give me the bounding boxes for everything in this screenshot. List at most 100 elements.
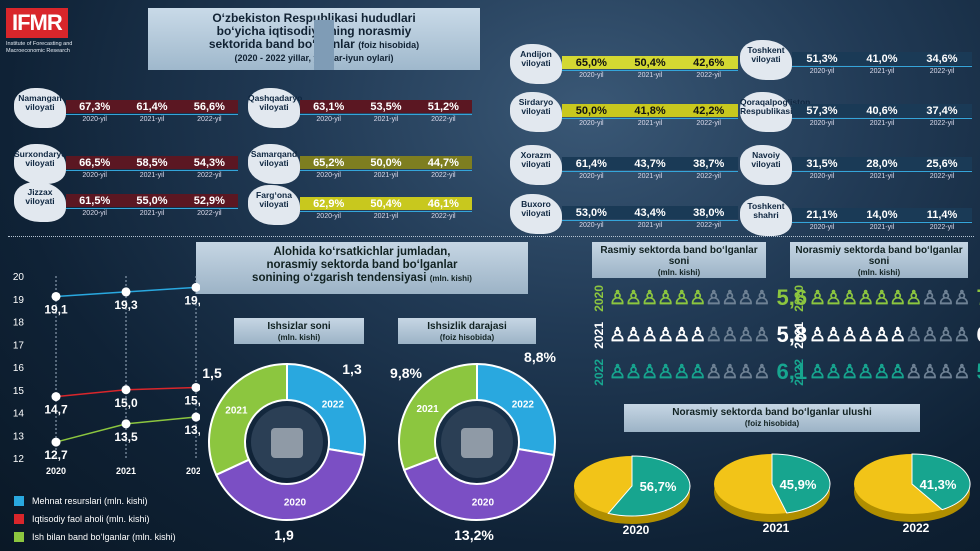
value-label: 5,6 (776, 285, 808, 311)
value-2021: 28,0% (866, 157, 898, 170)
region-name: Toshkent shahri (747, 201, 785, 220)
region-map-icon (740, 145, 792, 185)
person-icon: ♙ (705, 287, 722, 309)
year-label: 2022-yil (197, 172, 222, 179)
y-tick-label: 16 (13, 363, 25, 374)
region-name: Samarqand viloyati (250, 149, 298, 168)
pie-slice-informal (607, 455, 691, 517)
region-bar: 63,1% 53,5% 51,2% (300, 100, 472, 113)
value-2022: 44,7% (427, 156, 459, 169)
region-bar: 53,0% 43,4% 38,0% (562, 206, 738, 219)
person-icon: ♙ (873, 287, 890, 309)
year-label: 2021-yil (139, 210, 165, 217)
donut-slice-2022 (286, 362, 366, 457)
donut-slice-2022 (476, 362, 556, 457)
divider (8, 236, 974, 237)
year-label: 2021-yil (139, 116, 165, 123)
person-icon: ♙ (921, 361, 938, 383)
panel-title: Norasmiy sektorda band bo‘lganlar soni (795, 245, 963, 267)
value-2022: 46,1% (427, 197, 459, 210)
person-icon: ♙ (809, 361, 826, 383)
region-underline (66, 208, 238, 209)
person-icon: ♙ (921, 287, 938, 309)
region-3: Qashqadaryo viloyati 63,1% 53,5% 51,2% 2… (248, 88, 472, 130)
value-label: 13,2% (454, 527, 494, 543)
year-label: 2021-yil (869, 68, 895, 75)
person-icon: ♙ (841, 287, 858, 309)
people-row-2020: 2020 ♙♙♙♙♙♙♙♙♙♙ 7,2 (792, 285, 980, 312)
panel-title: Ishsizlar soni (267, 321, 331, 332)
region-name: Sirdaryo viloyati (518, 97, 554, 116)
region-years: 2020-yil 2021-yil 2022-yil (562, 173, 738, 180)
region-underline (300, 211, 472, 212)
people-icons: ♙ ♙ ♙ ♙ ♙ ♙ ♙ ♙ ♙ ♙ (609, 287, 770, 310)
pie-slice-informal (771, 453, 831, 514)
people-icons: ♙ ♙ ♙ ♙ ♙ ♙ ♙ ♙ ♙ ♙ (609, 361, 770, 384)
people-icons: ♙ ♙ ♙ ♙ ♙ ♙ ♙ ♙ ♙ ♙ (609, 324, 770, 347)
pie-slice-informal (911, 453, 971, 511)
person-icon: ♙ (905, 287, 922, 309)
region-map-icon (248, 144, 300, 184)
person-icon: ♙ (873, 361, 890, 383)
region-map-icon (510, 92, 562, 132)
region-bar: 57,3% 40,6% 37,4% (792, 104, 972, 117)
person-icon: ♙ (825, 287, 842, 309)
formal-title: Rasmiy sektorda band bo‘lganlar soni (ml… (592, 242, 766, 278)
value-2020: 67,3% (79, 100, 111, 113)
value-2022: 42,2% (693, 104, 725, 117)
unemp-count-title: Ishsizlar soni (mln. kishi) (234, 318, 364, 344)
value-2021: 14,0% (866, 208, 898, 221)
people-icons: ♙ ♙ ♙ ♙ ♙ ♙ ♙ ♙ ♙ ♙ (809, 287, 970, 310)
data-label: 15,1 (184, 393, 200, 407)
region-years: 2020-yil 2021-yil 2022-yil (300, 172, 472, 179)
person-icon: ♙ (809, 287, 826, 309)
value-label: 8,8% (524, 349, 556, 365)
region-bar: 50,0% 41,8% 42,2% (562, 104, 738, 117)
person-icon: ♙ (905, 361, 922, 383)
unemp-rate-donut: 2022 2020 2021 13,2% 9,8% 8,8% (390, 349, 556, 543)
region-map-icon (740, 196, 792, 236)
logo-text: IFMR (6, 8, 68, 38)
person-icon: ♙ (625, 361, 642, 383)
region-name: Navoiy viloyati (751, 150, 781, 169)
region-12: Navoiy viloyati 31,5% 28,0% 25,6% 2020-y… (740, 145, 972, 187)
person-icon: ♙ (657, 324, 674, 346)
region-years: 2020-yil 2021-yil 2022-yil (792, 68, 972, 75)
y-tick-label: 13 (13, 431, 25, 442)
panel-sub: (mln. kishi) (857, 268, 901, 277)
unemp-count-donut: 2022 2020 2021 1,9 1,5 1,3 (202, 361, 366, 543)
region-underline (562, 171, 738, 172)
region-bar: 67,3% 61,4% 56,6% (66, 100, 238, 113)
year-label: 2020-yil (316, 116, 341, 123)
year-label: 2022-yil (431, 116, 456, 123)
value-label: 5,7 (976, 359, 980, 385)
year-label: 2021-yil (869, 224, 895, 231)
y-tick-label: 14 (13, 409, 25, 420)
logo-subtitle: Institute of Forecasting and Macroeconom… (6, 41, 73, 54)
year-label: 2021-yil (637, 120, 663, 127)
region-name: Surxondaryo viloyati (14, 149, 67, 168)
region-name: Qashqadaryo viloyati (248, 93, 303, 112)
value-2020: 63,1% (313, 100, 345, 113)
people-row-2021: 2021 ♙ ♙ ♙ ♙ ♙ ♙ ♙ ♙ ♙ ♙ 5,8 (592, 322, 807, 349)
year-label: 2021-yil (373, 213, 399, 220)
region-map-icon (740, 40, 792, 80)
value-label: 5,8 (776, 322, 808, 348)
person-icon: ♙ (689, 361, 706, 383)
legend-item-employed: Ish bilan band bo‘lganlar (mln. kishi) (14, 528, 176, 546)
unemployed-percent-icon (461, 428, 493, 458)
legend-item-labor: Mehnat resurslari (mln. kishi) (14, 492, 176, 510)
title-line-2: bo‘yicha iqtisodiyotning norasmiy (216, 24, 412, 38)
region-years: 2020-yil 2021-yil 2022-yil (66, 172, 238, 179)
region-underline (300, 114, 472, 115)
data-label: 19,1 (44, 302, 68, 316)
slice-year-label: 2020 (472, 498, 495, 509)
year-label: 2020-yil (82, 172, 107, 179)
line-legend: Mehnat resurslari (mln. kishi) Iqtisodiy… (14, 492, 176, 546)
region-5: Farg‘ona viloyati 62,9% 50,4% 46,1% 2020… (248, 185, 472, 227)
value-2022: 25,6% (926, 157, 958, 170)
region-years: 2020-yil 2021-yil 2022-yil (300, 213, 472, 220)
person-icon: ♙ (609, 324, 626, 346)
value-label: 1,5 (202, 365, 222, 381)
year-label: 2022-yil (696, 173, 721, 180)
